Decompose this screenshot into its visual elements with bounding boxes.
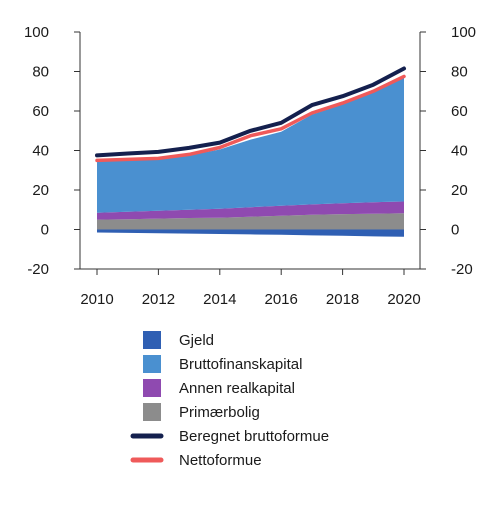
area-gjeld: [97, 229, 404, 237]
chart-lines: [95, 66, 406, 163]
y-axis-left: -20 0 20 40 60 80 100: [24, 24, 80, 278]
y-tick-label-right: 100: [451, 24, 476, 41]
legend-swatch-primaerbolig: [143, 403, 161, 421]
legend-label: Gjeld: [179, 332, 214, 349]
legend-item-bruttofinanskapital: Bruttofinanskapital: [143, 355, 302, 373]
x-tick-label: 2014: [203, 291, 236, 308]
legend-item-gjeld: Gjeld: [143, 331, 214, 349]
y-tick-label-right: 60: [451, 103, 468, 120]
y-axis-right: -20 0 20 40 60 80 100: [420, 24, 476, 278]
y-tick-label-right: 80: [451, 64, 468, 81]
y-tick-label: 100: [24, 24, 49, 41]
chart-areas: [97, 76, 404, 237]
legend: Gjeld Bruttofinanskapital Annen realkapita…: [130, 331, 329, 469]
x-tick-label: 2010: [80, 291, 113, 308]
y-tick-label: 0: [41, 222, 49, 239]
area-bruttofinanskapital: [97, 76, 404, 213]
x-tick-label: 2020: [387, 291, 420, 308]
legend-item-nettoformue: Nettoformue: [130, 452, 262, 469]
legend-label: Annen realkapital: [179, 380, 295, 397]
legend-swatch-bruttofinanskapital: [143, 355, 161, 373]
y-tick-label: -20: [27, 261, 49, 278]
y-tick-label-right: 0: [451, 222, 459, 239]
x-axis: 2010 2012 2014 2016 2018 2020: [80, 269, 421, 308]
legend-item-annen-realkapital: Annen realkapital: [143, 379, 295, 397]
x-tick-label: 2012: [142, 291, 175, 308]
line-nettoformue: [95, 74, 406, 163]
y-tick-label: 80: [32, 64, 49, 81]
legend-swatch-gjeld: [143, 331, 161, 349]
y-tick-label-right: 20: [451, 182, 468, 199]
legend-label: Beregnet bruttoformue: [179, 428, 329, 445]
legend-item-primaerbolig: Primærbolig: [143, 403, 260, 421]
legend-label: Nettoformue: [179, 452, 262, 469]
x-tick-label: 2016: [265, 291, 298, 308]
y-tick-label: 40: [32, 143, 49, 160]
area-primaerbolig: [97, 213, 404, 230]
legend-label: Primærbolig: [179, 404, 260, 421]
legend-item-beregnet-bruttoformue: Beregnet bruttoformue: [130, 428, 329, 445]
legend-label: Bruttofinanskapital: [179, 356, 302, 373]
y-tick-label-right: 40: [451, 143, 468, 160]
line-beregnet-bruttoformue: [95, 66, 406, 158]
y-tick-label: 60: [32, 103, 49, 120]
x-tick-label: 2018: [326, 291, 359, 308]
area-annen-realkapital: [97, 201, 404, 220]
legend-swatch-annen-realkapital: [143, 379, 161, 397]
y-tick-label-right: -20: [451, 261, 473, 278]
y-tick-label: 20: [32, 182, 49, 199]
